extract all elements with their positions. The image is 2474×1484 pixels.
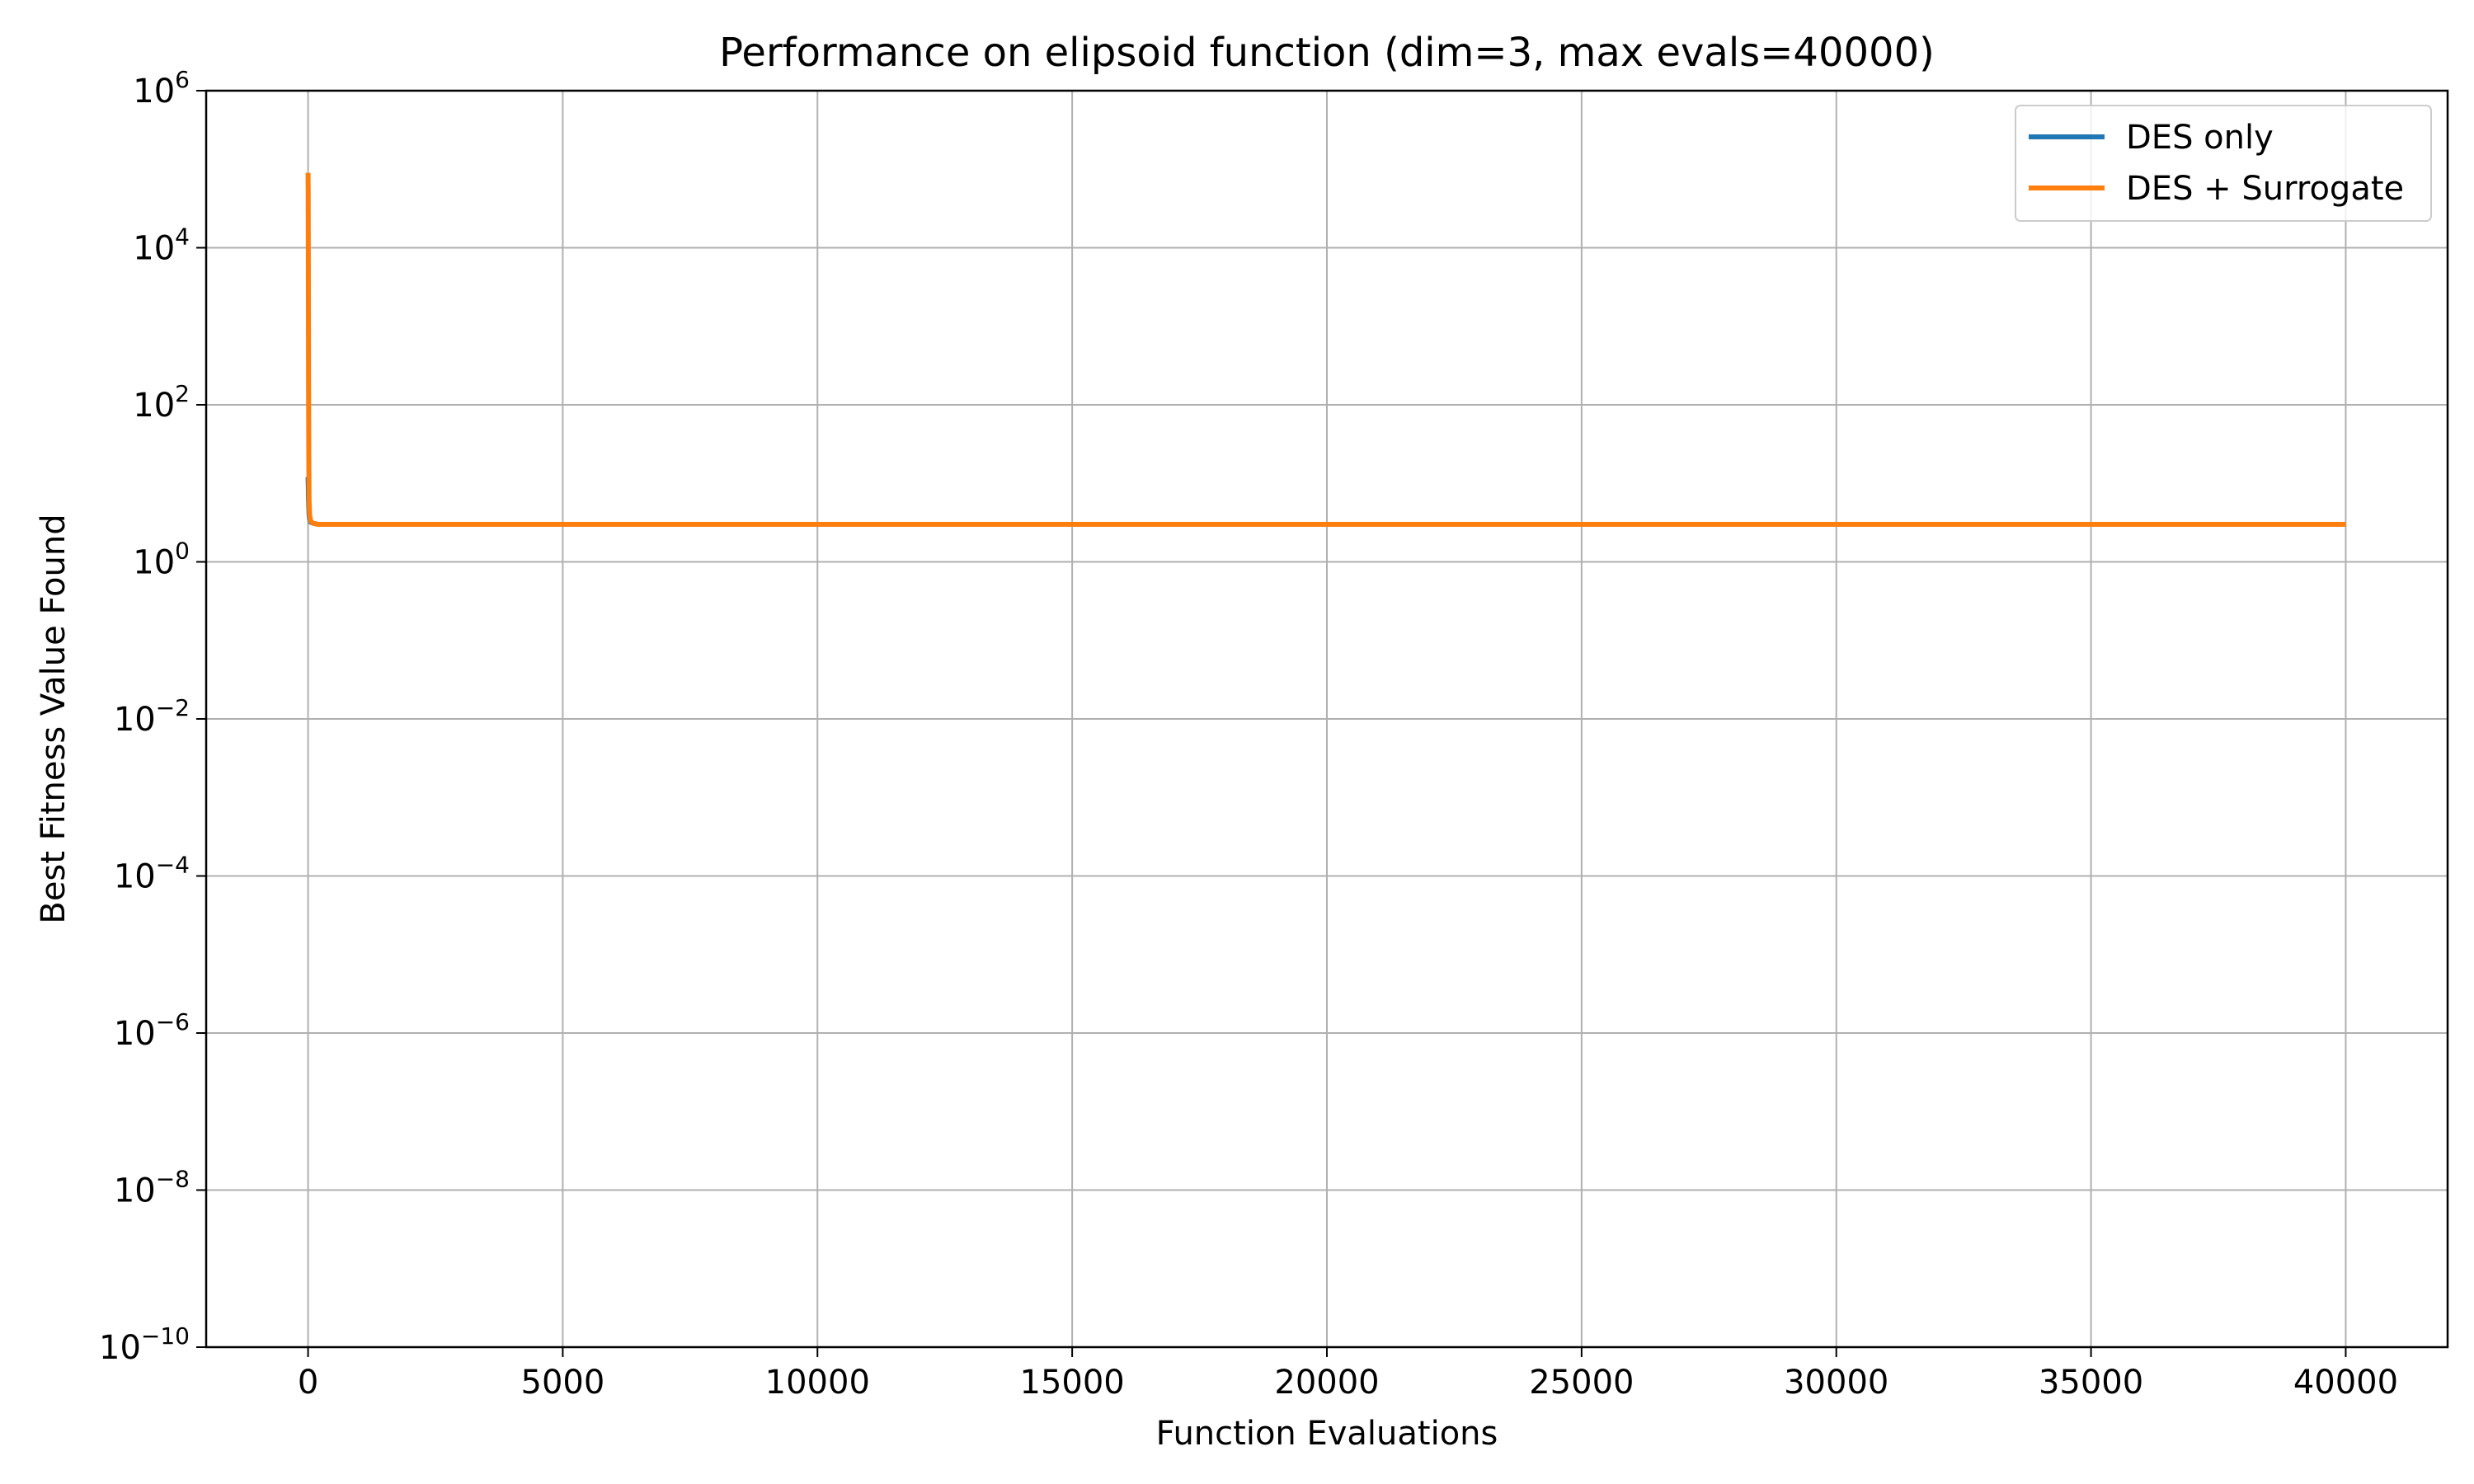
y-tick-label: 104 <box>133 223 190 268</box>
chart-title: Performance on elipsoid function (dim=3,… <box>719 30 1935 76</box>
x-tick-label: 15000 <box>1020 1364 1125 1402</box>
y-axis: 10−10 10−8 10−6 10−4 10−2 100 102 104 106 <box>99 66 206 1367</box>
y-tick-label: 10−8 <box>114 1166 190 1210</box>
y-tick-label: 10−2 <box>114 694 190 739</box>
legend-box <box>2015 105 2432 222</box>
series-layer <box>305 172 2346 528</box>
x-tick-label: 20000 <box>1274 1364 1379 1402</box>
x-tick-label: 40000 <box>2293 1364 2398 1402</box>
x-tick-label: 5000 <box>521 1364 605 1402</box>
legend-label-des-only: DES only <box>2126 119 2274 157</box>
x-tick-label: 35000 <box>2039 1364 2143 1402</box>
y-tick-label: 10−10 <box>99 1322 190 1367</box>
y-tick-label: 100 <box>133 538 190 582</box>
y-tick-label: 106 <box>133 66 190 110</box>
x-tick-label: 0 <box>298 1364 318 1402</box>
legend-label-des-surrogate: DES + Surrogate <box>2126 170 2404 208</box>
legend: DES only DES + Surrogate <box>2015 105 2432 222</box>
x-tick-label: 25000 <box>1529 1364 1634 1402</box>
y-tick-label: 10−6 <box>114 1008 190 1053</box>
x-axis: 0 5000 10000 15000 20000 25000 30000 35000 40000 <box>298 1347 2398 1402</box>
y-axis-title: Best Fitness Value Found <box>35 514 73 923</box>
x-tick-label: 10000 <box>765 1364 870 1402</box>
x-axis-title: Function Evaluations <box>1156 1415 1498 1453</box>
series-line-des-surrogate <box>305 172 2346 528</box>
y-tick-label: 102 <box>133 380 190 425</box>
x-tick-label: 30000 <box>1784 1364 1888 1402</box>
y-tick-label: 10−4 <box>114 852 190 896</box>
